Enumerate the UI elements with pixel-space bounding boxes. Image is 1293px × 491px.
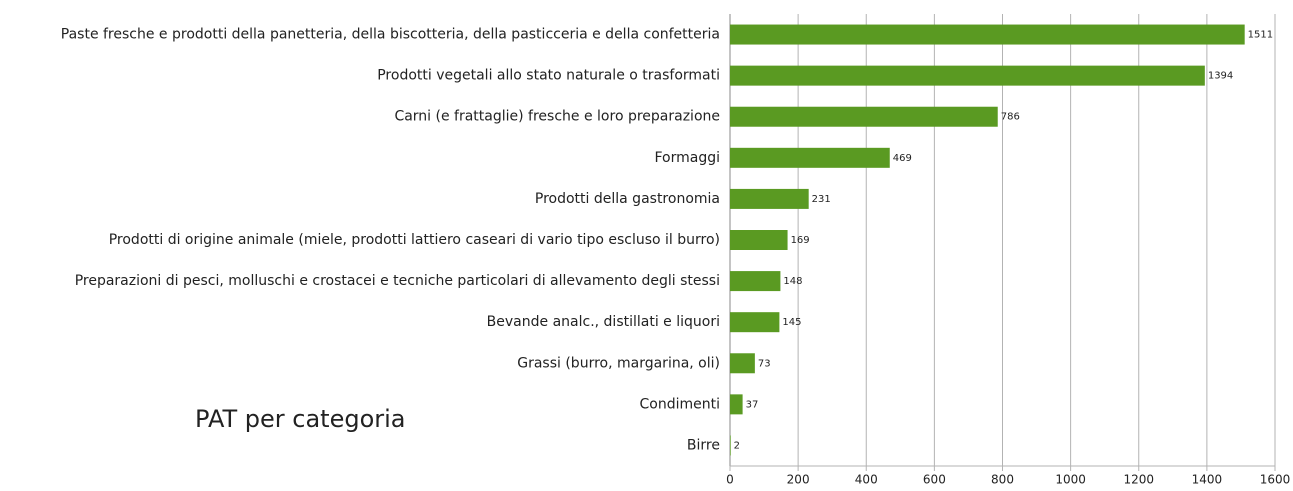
bar — [730, 65, 1205, 86]
bar — [730, 106, 998, 127]
data-label: 469 — [893, 153, 912, 164]
data-label: 148 — [783, 276, 802, 287]
data-label: 786 — [1001, 112, 1020, 123]
y-tick-label: Carni (e frattaglie) fresche e loro prep… — [394, 109, 720, 125]
data-label: 1511 — [1248, 30, 1273, 41]
x-tick-label: 1400 — [1192, 473, 1223, 487]
x-tick-label: 0 — [726, 473, 734, 487]
bar — [730, 24, 1245, 45]
bar — [730, 230, 788, 250]
data-label: 231 — [812, 194, 831, 205]
x-tick-label: 200 — [787, 473, 810, 487]
bar — [730, 188, 809, 209]
y-tick-label: Grassi (burro, margarina, oli) — [517, 355, 720, 371]
y-tick-label: Birre — [687, 437, 720, 453]
bar — [730, 435, 731, 456]
bar — [730, 271, 781, 292]
chart-title: PAT per categoria — [195, 405, 406, 433]
bar — [730, 312, 780, 333]
x-tick-label: 1600 — [1260, 473, 1291, 487]
y-tick-label: Paste fresche e prodotti della panetteri… — [61, 27, 720, 43]
y-tick-label: Preparazioni di pesci, molluschi e crost… — [75, 273, 720, 289]
data-label: 73 — [758, 358, 771, 369]
y-tick-label: Condimenti — [640, 396, 721, 412]
data-label: 2 — [734, 440, 740, 451]
bar — [730, 147, 890, 168]
y-tick-label: Prodotti vegetali allo stato naturale o … — [377, 68, 720, 84]
x-tick-label: 600 — [923, 473, 946, 487]
x-tick-label: 800 — [991, 473, 1014, 487]
x-tick-label: 1200 — [1123, 473, 1154, 487]
bar — [730, 394, 743, 415]
y-tick-label: Formaggi — [654, 150, 720, 166]
x-tick-label: 400 — [855, 473, 878, 487]
data-label: 1394 — [1208, 71, 1233, 82]
y-tick-label: Prodotti della gastronomia — [535, 191, 720, 207]
y-tick-label: Bevande analc., distillati e liquori — [487, 314, 720, 330]
data-label: 145 — [782, 317, 801, 328]
data-label: 169 — [791, 235, 810, 246]
x-tick-label: 1000 — [1055, 473, 1086, 487]
bar — [730, 353, 755, 374]
data-label: 37 — [746, 399, 759, 410]
y-tick-label: Prodotti di origine animale (miele, prod… — [109, 232, 720, 248]
